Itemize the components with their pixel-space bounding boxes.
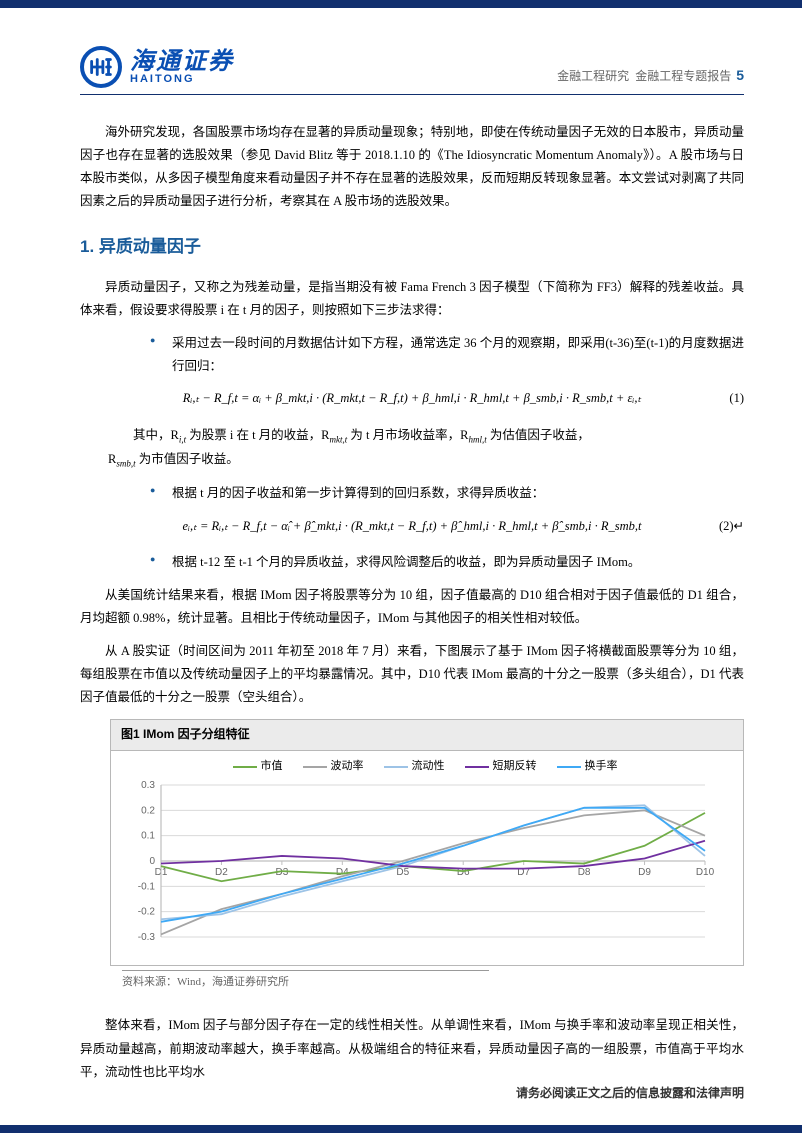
svg-text:-0.1: -0.1	[138, 881, 156, 892]
legend-item: 波动率	[303, 757, 364, 777]
meta-a: 金融工程研究	[557, 69, 629, 83]
legend-item: 流动性	[384, 757, 445, 777]
svg-text:D2: D2	[215, 867, 228, 878]
paragraph-2: 从美国统计结果来看，根据 IMom 因子将股票等分为 10 组，因子值最高的 D…	[80, 584, 744, 630]
header-meta: 金融工程研究 金融工程专题报告 5	[557, 63, 744, 88]
svg-text:-0.3: -0.3	[138, 932, 156, 943]
figure-1-title: 图1 IMom 因子分组特征	[111, 720, 743, 751]
svg-text:0.3: 0.3	[141, 780, 155, 791]
meta-b: 金融工程专题报告	[635, 69, 731, 83]
eq1-body: Rᵢ,ₜ − R_f,t = αᵢ + β_mkt,i · (R_mkt,t −…	[183, 391, 641, 405]
bullet-3: 根据 t-12 至 t-1 个月的异质收益，求得风险调整后的收益，即为异质动量因…	[150, 551, 744, 574]
paragraph-4: 整体来看，IMom 因子与部分因子存在一定的线性相关性。从单调性来看，IMom …	[80, 1014, 744, 1083]
figure-1-box: 图1 IMom 因子分组特征 市值波动率流动性短期反转换手率 -0.3 -0.2 -…	[110, 719, 744, 965]
svg-text:D9: D9	[638, 867, 651, 878]
chart-area: 市值波动率流动性短期反转换手率 -0.3 -0.2 -0.1 0 0.1 0.2 0.3 D1…	[111, 751, 743, 965]
logo-en-text: HAITONG	[130, 74, 234, 85]
svg-text:D5: D5	[396, 867, 409, 878]
bullet-2: 根据 t 月的因子收益和第一步计算得到的回归系数，求得异质收益：	[150, 482, 744, 505]
intro-paragraph: 海外研究发现，各国股票市场均存在显著的异质动量现象；特别地，即使在传统动量因子无…	[80, 121, 744, 214]
equation-2: eᵢ,ₜ = Rᵢ,ₜ − R_f,t − α̂ᵢ + β̂_mkt,i · (…	[80, 515, 744, 538]
eq1-number: (1)	[729, 387, 744, 410]
legend-item: 短期反转	[465, 757, 537, 777]
paragraph-1: 异质动量因子，又称之为残差动量，是指当期没有被 Fama French 3 因子…	[80, 276, 744, 322]
eq2-number: (2)↵	[719, 515, 744, 538]
figure-source: 资料来源：Wind，海通证券研究所	[122, 970, 489, 993]
eq2-body: eᵢ,ₜ = Rᵢ,ₜ − R_f,t − α̂ᵢ + β̂_mkt,i · (…	[182, 519, 641, 533]
page-number: 5	[736, 67, 744, 83]
section-heading-1: 1. 异质动量因子	[80, 232, 744, 263]
chart-legend: 市值波动率流动性短期反转换手率	[119, 757, 731, 777]
logo-block: 海通证券 HAITONG	[80, 46, 234, 88]
logo-cn-text: 海通证券	[130, 50, 234, 74]
svg-text:0: 0	[149, 856, 155, 867]
legend-item: 市值	[233, 757, 283, 777]
svg-text:D8: D8	[578, 867, 591, 878]
svg-text:-0.2: -0.2	[138, 906, 156, 917]
svg-text:0.2: 0.2	[141, 805, 155, 816]
haitong-logo-icon	[80, 46, 122, 88]
line-chart: -0.3-0.2-0.100.10.20.3D1D2D3D4D5D6D7D8D9…	[119, 779, 719, 959]
paragraph-3: 从 A 股实证（时间区间为 2011 年初至 2018 年 7 月）来看，下图展…	[80, 640, 744, 709]
where-paragraph: 其中，Ri,t 为股票 i 在 t 月的收益，Rmkt,t 为 t 月市场收益率…	[108, 424, 744, 472]
svg-text:D10: D10	[696, 867, 715, 878]
bullet-1: 采用过去一段时间的月数据估计如下方程，通常选定 36 个月的观察期，即采用(t-…	[150, 332, 744, 377]
page-footer: 请务必阅读正文之后的信息披露和法律声明	[516, 1083, 744, 1105]
page-header: 海通证券 HAITONG 金融工程研究 金融工程专题报告 5	[80, 46, 744, 95]
equation-1: Rᵢ,ₜ − R_f,t = αᵢ + β_mkt,i · (R_mkt,t −…	[80, 387, 744, 410]
svg-text:0.1: 0.1	[141, 830, 155, 841]
legend-item: 换手率	[557, 757, 618, 777]
